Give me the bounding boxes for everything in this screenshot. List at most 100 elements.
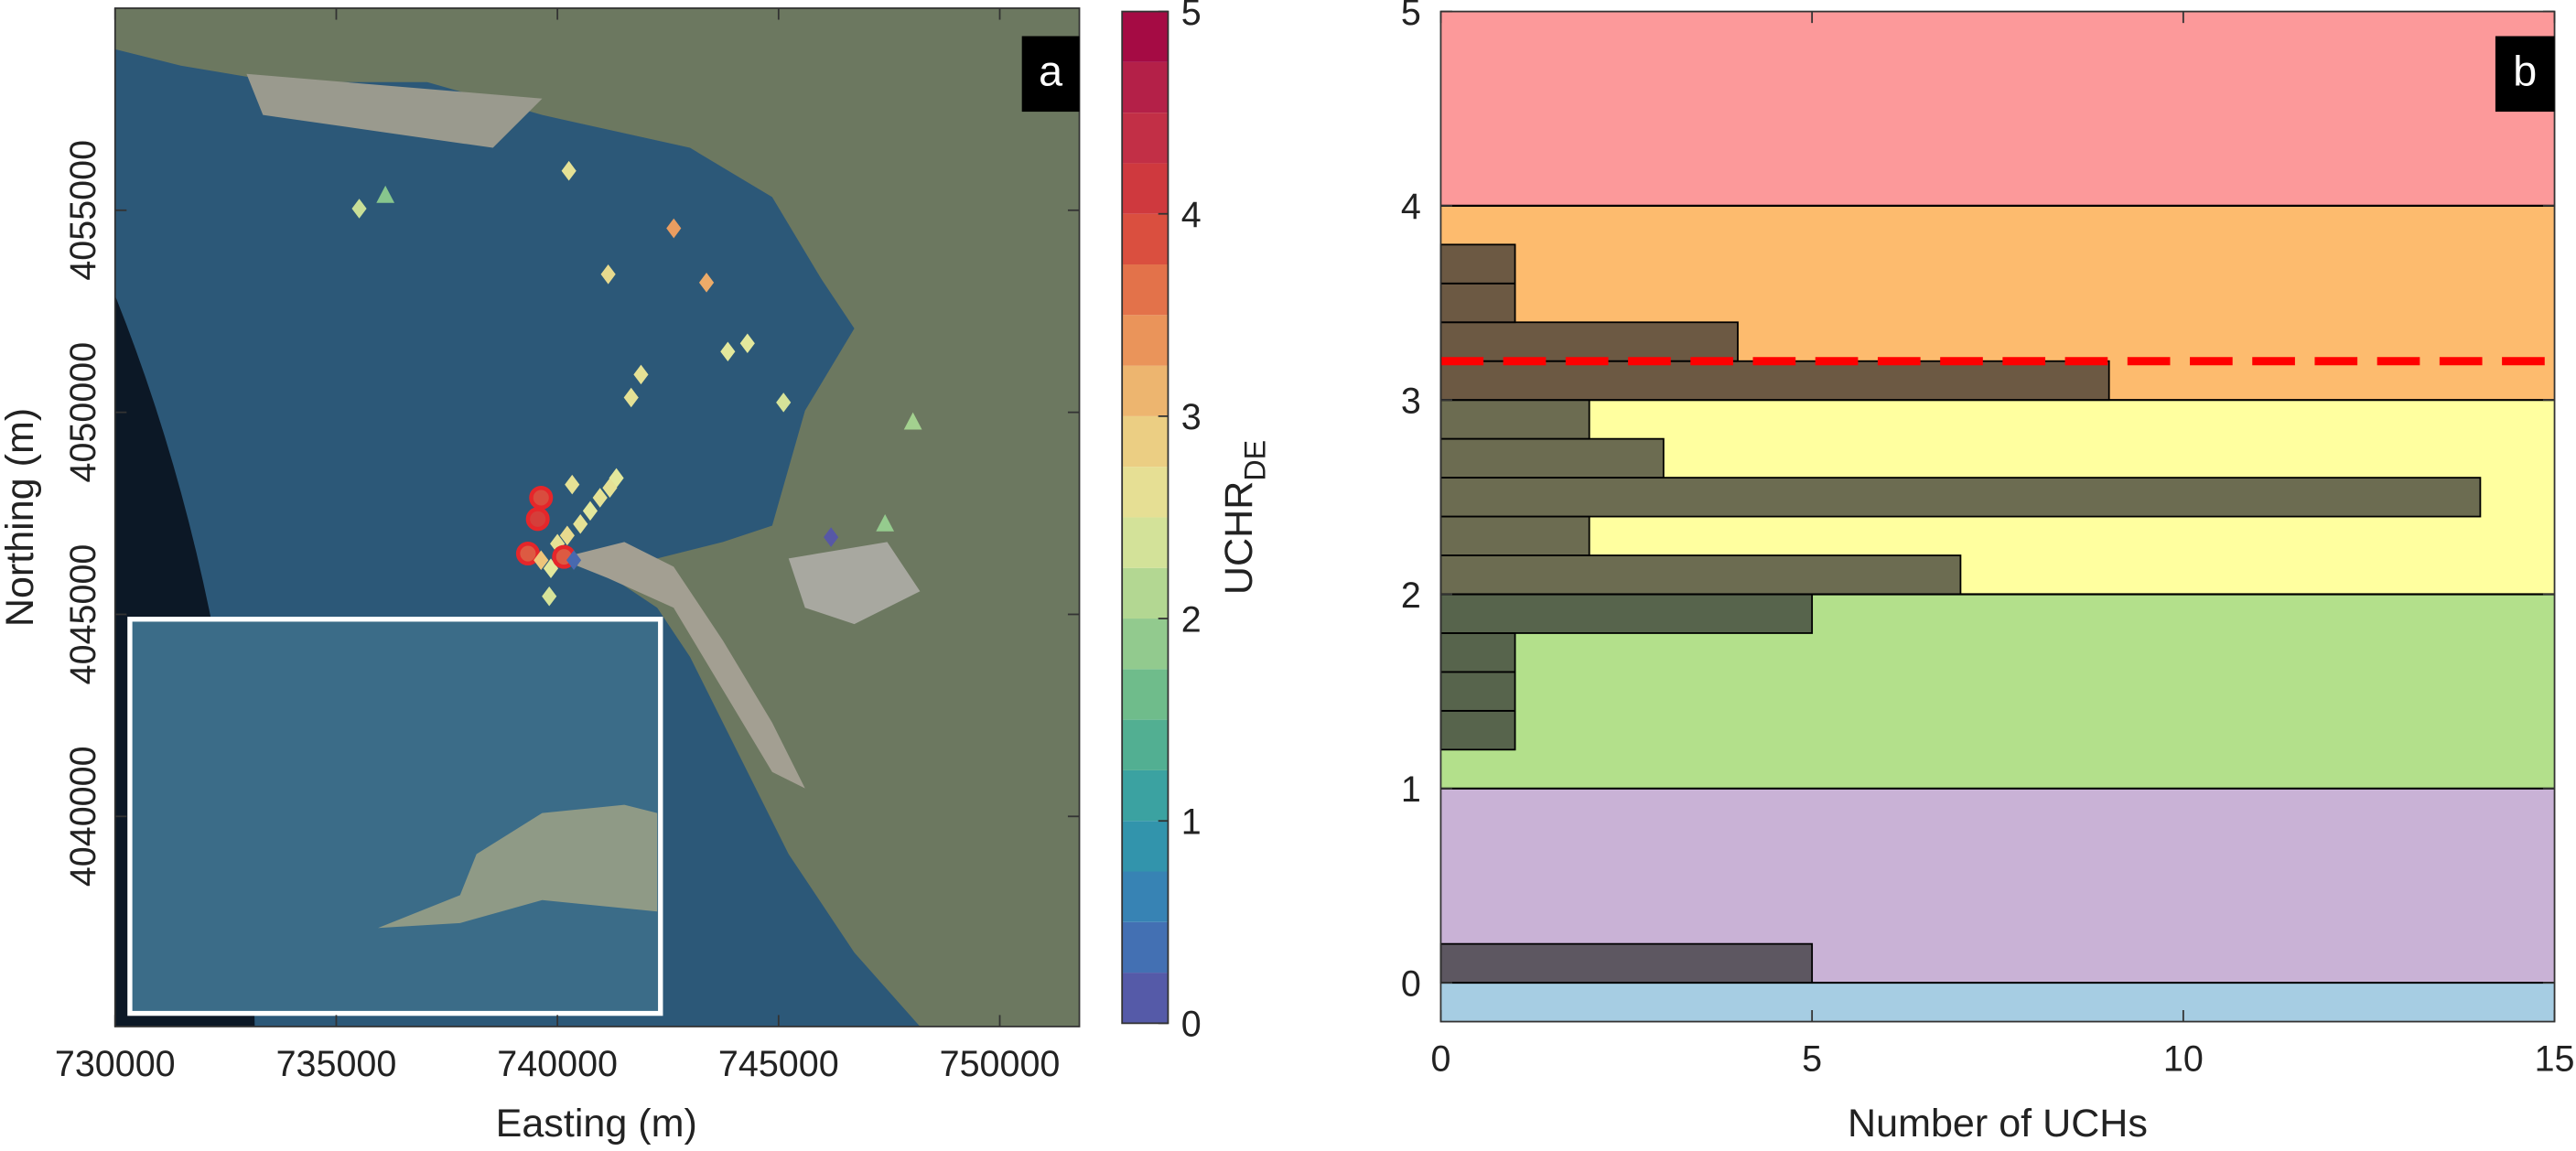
y-tick-label: 4055000 [63,140,103,281]
town [788,542,921,625]
x-tick-label: 15 [2535,1038,2575,1079]
point [529,485,554,511]
x-tick-label: 735000 [276,1044,397,1084]
bar [1439,282,1516,324]
y-tick-label: 2 [1401,576,1421,616]
category-band [1440,11,2555,206]
x-tick-label: 730000 [55,1044,176,1084]
colorbar-step [1122,973,1169,1024]
colorbar-step [1122,821,1169,872]
bar [1439,942,1814,984]
bar [1439,360,2110,402]
point [698,273,715,293]
y-tick-label: 3 [1401,382,1421,422]
y-tick-label: 4 [1401,187,1421,227]
point [561,160,577,181]
bar [1439,554,1962,596]
category-band [1440,983,2555,1022]
bar [1439,477,2482,518]
y-tick-label: 4045000 [63,544,103,685]
x-tick-label: 5 [1802,1038,1822,1079]
bar [1439,593,1814,634]
x-axis-label: Easting (m) [496,1102,697,1146]
colorbar-step [1122,365,1169,416]
panel-label: b [2513,47,2537,94]
y-tick-label: 1 [1401,769,1421,810]
colorbar-tick-label: 5 [1181,0,1202,33]
colorbar-step [1122,517,1169,568]
point [351,199,367,219]
inset-land [377,804,658,929]
colorbar-tick-label: 3 [1181,397,1202,437]
bar [1439,709,1516,751]
point [534,550,549,571]
land [114,7,1080,1027]
x-tick-label: 740000 [497,1044,618,1084]
x-axis-label: Number of UCHs [1848,1102,2148,1146]
point [582,500,598,522]
colorbar-tick-label: 1 [1181,802,1202,843]
panel-badge [2495,36,2555,113]
point [542,586,557,607]
point [876,513,895,532]
colorbar-tick-label: 2 [1181,599,1202,640]
point [376,185,395,203]
colorbar-tick-label: 4 [1181,195,1202,235]
map-background [114,7,1080,1027]
bar [1439,671,1516,712]
x-tick-label: 750000 [940,1044,1061,1084]
x-tick-label: 0 [1430,1038,1450,1079]
point [666,218,682,239]
bar [1439,243,1516,285]
point [515,542,540,566]
colorbar-step [1122,871,1169,922]
y-tick-label: 4050000 [63,342,103,483]
point [566,550,582,571]
colorbar-step [1122,213,1169,265]
point [573,513,588,534]
colorbar-step [1122,415,1169,468]
colorbar-step [1122,619,1169,670]
colorbar-step [1122,61,1169,113]
colorbar-step [1122,567,1169,619]
points [351,160,922,607]
point [600,264,616,285]
map-frame [113,7,1081,1027]
colorbar-step [1122,719,1169,770]
colorbar-step [1122,113,1169,164]
point [592,488,608,508]
colorbar-step [1122,315,1169,366]
point [525,507,550,532]
colorbar-label: UCHRDE [1217,440,1271,595]
colorbar-label-sub: DE [1238,440,1271,481]
colorbar-step [1122,921,1169,974]
bar [1439,632,1516,673]
colorbar-tick-label: 0 [1181,1005,1202,1045]
colorbar-step [1122,669,1169,720]
bar [1439,399,1590,440]
bar [1439,437,1665,479]
point [602,478,618,498]
colorbar-step [1122,264,1169,316]
x-tick-label: 10 [2163,1038,2204,1079]
point [739,333,755,354]
colorbar-step [1122,467,1169,518]
y-tick-label: 0 [1401,963,1421,1004]
plot-frame [1439,10,2556,1023]
point [776,393,792,413]
peninsula [558,542,805,789]
colorbar-label-main: UCHR [1217,481,1261,595]
colorbar-frame [1121,10,1169,1025]
point [720,341,736,361]
x-tick-label: 745000 [718,1044,839,1084]
bar [1439,515,1590,556]
bar [1439,321,1739,362]
panel-label: a [1039,47,1062,94]
colorbar-step [1122,163,1169,214]
y-tick-label: 4040000 [63,746,103,887]
colorbar-step [1122,769,1169,822]
point [633,364,649,385]
y-axis-label: Northing (m) [0,408,42,627]
colorbar-step [1122,11,1169,62]
